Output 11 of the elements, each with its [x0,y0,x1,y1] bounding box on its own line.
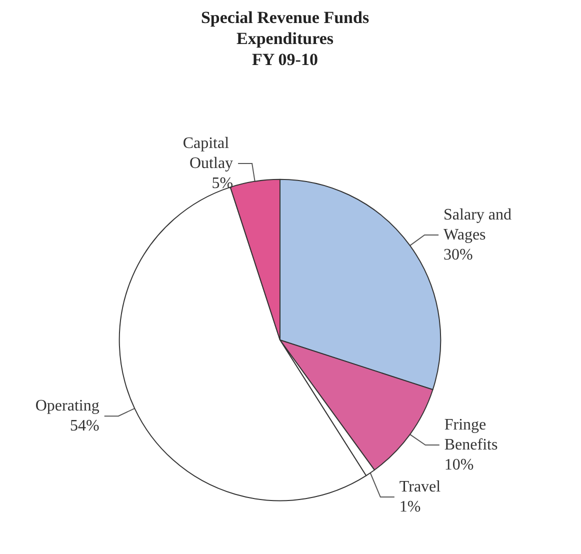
chart-title: Special Revenue Funds Expenditures FY 09-10 [200,8,370,69]
data-label: 10% [444,456,474,474]
slice-label: Fringe Benefits [444,416,498,454]
slice-label: Capital Outlay [182,135,234,172]
data-label: 5% [212,175,234,192]
slice-label: Operating [35,398,100,415]
slice-label: Salary and Wages [444,206,516,244]
data-label: 54% [70,418,100,435]
data-label: 30% [444,246,473,264]
data-label: 1% [399,498,421,516]
slice-label: Travel [399,478,442,496]
